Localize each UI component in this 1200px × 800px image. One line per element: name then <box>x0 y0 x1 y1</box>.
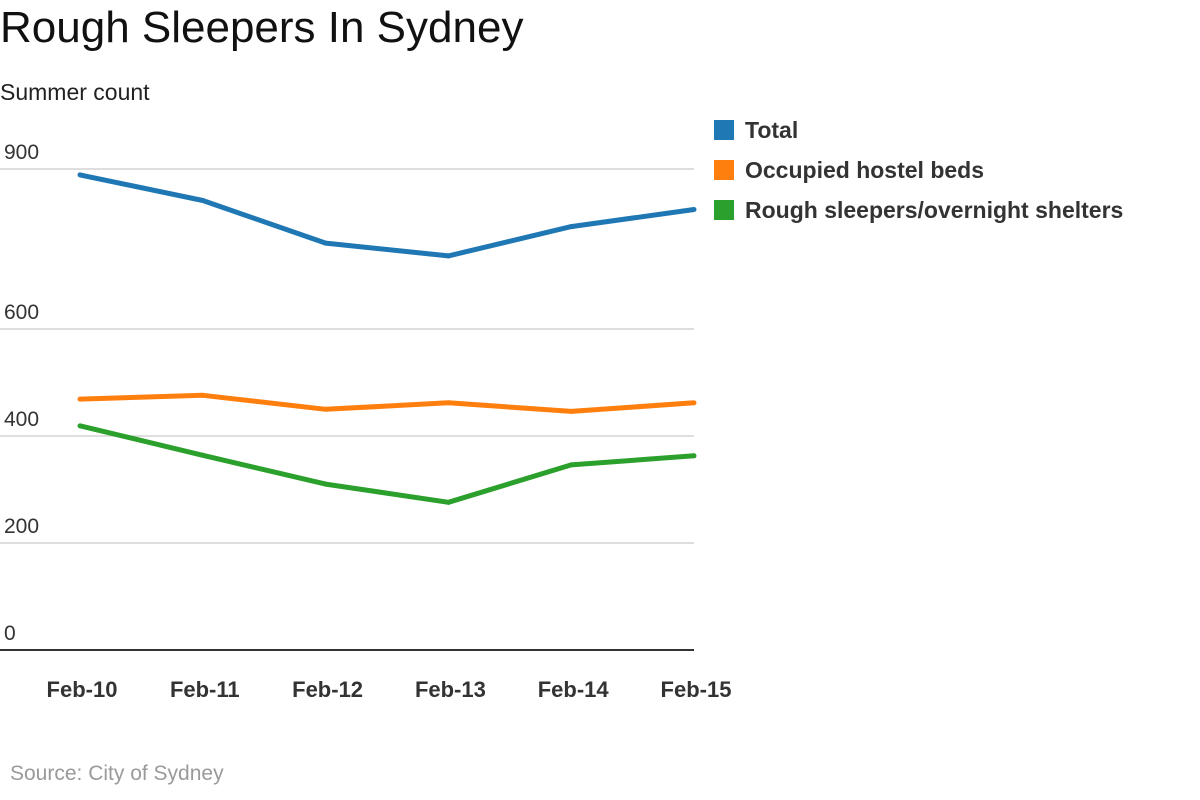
legend-item: Total <box>714 110 1123 150</box>
y-tick-label-400: 400 <box>4 408 39 431</box>
data-point <box>445 499 451 505</box>
data-point <box>77 172 83 178</box>
x-axis-ticks: Feb-10 Feb-11 Feb-12 Feb-13 Feb-14 Feb-15 <box>47 677 732 702</box>
y-axis-ticks: 0 200 400 600 900 <box>4 141 39 645</box>
y-tick-label-200: 200 <box>4 515 39 538</box>
series-line-occupied-hostel-beds <box>79 392 695 414</box>
data-point <box>77 396 83 402</box>
data-point <box>691 207 697 213</box>
x-tick-label: Feb-12 <box>292 677 363 702</box>
series-line-total <box>79 172 695 259</box>
legend: Total Occupied hostel beds Rough sleepers/… <box>714 110 1123 230</box>
y-tick-label-600: 600 <box>4 301 39 324</box>
data-point <box>691 400 697 406</box>
data-point <box>691 453 697 459</box>
data-point <box>568 462 574 468</box>
y-tick-label-0: 0 <box>4 622 16 645</box>
legend-item: Rough sleepers/overnight shelters <box>714 190 1123 230</box>
data-point <box>323 240 329 246</box>
y-tick-label-900: 900 <box>4 141 39 164</box>
data-point <box>77 423 83 429</box>
legend-label: Occupied hostel beds <box>745 156 984 183</box>
series-line-rough-sleepers-overnight-shelters <box>79 423 695 505</box>
data-point <box>568 408 574 414</box>
data-point <box>323 481 329 487</box>
data-point <box>200 392 206 398</box>
data-point <box>200 452 206 458</box>
legend-swatch <box>714 160 734 180</box>
series-lines <box>77 172 697 505</box>
legend-swatch <box>714 120 734 140</box>
data-point <box>200 197 206 203</box>
gridlines <box>0 168 694 544</box>
chart-title: Rough Sleepers In Sydney <box>0 3 524 52</box>
legend-swatch <box>714 200 734 220</box>
x-tick-label: Feb-10 <box>47 677 118 702</box>
legend-item: Occupied hostel beds <box>714 150 1123 190</box>
x-tick-label: Feb-15 <box>661 677 732 702</box>
legend-label: Total <box>745 116 799 143</box>
x-tick-label: Feb-14 <box>538 677 610 702</box>
data-point <box>445 253 451 259</box>
data-point <box>445 400 451 406</box>
data-point <box>568 224 574 230</box>
x-tick-label: Feb-11 <box>170 677 240 702</box>
source-note: Source: City of Sydney <box>10 762 224 785</box>
x-tick-label: Feb-13 <box>415 677 486 702</box>
data-point <box>323 406 329 412</box>
chart-subtitle: Summer count <box>0 79 150 105</box>
legend-label: Rough sleepers/overnight shelters <box>745 196 1124 223</box>
